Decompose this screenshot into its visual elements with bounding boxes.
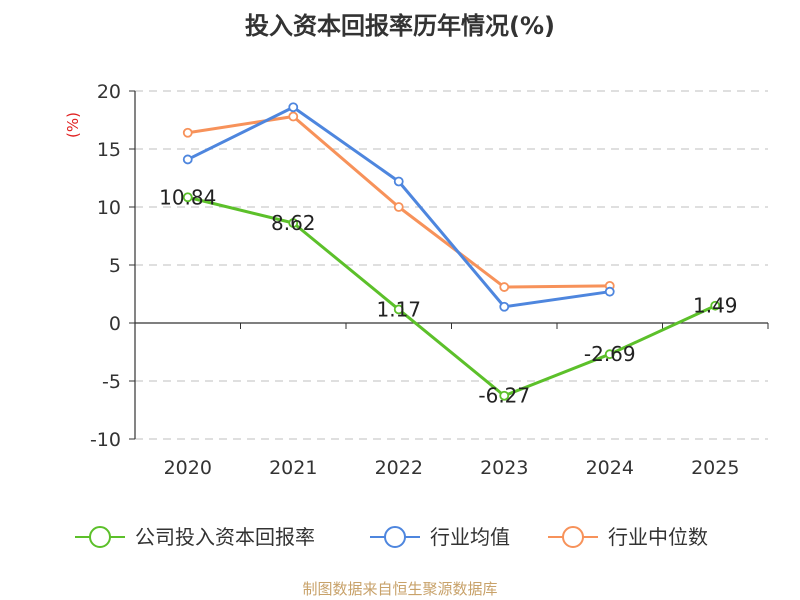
data-point: [604, 349, 615, 360]
data-point: [288, 218, 299, 228]
y-tick-label: 20: [97, 81, 121, 103]
y-tick-label: -5: [102, 371, 121, 393]
data-point: [288, 102, 299, 113]
legend-swatch-marker: [384, 526, 406, 548]
series-line-2: [187, 115, 610, 289]
data-point: [710, 300, 721, 311]
data-label: -2.69: [584, 342, 636, 366]
source-note: 制图数据来自恒生聚源数据库: [302, 580, 498, 598]
data-label: -6.27: [478, 384, 530, 408]
data-point: [288, 111, 299, 122]
y-tick-label: 5: [109, 255, 121, 277]
data-label: 8.62: [271, 211, 316, 235]
data-point: [604, 286, 615, 297]
data-labels: 10.84 8.62 1.17 -6.27 -2.69 1.49: [159, 185, 737, 407]
x-tick-label: 2020: [164, 457, 212, 479]
y-tick-label: -10: [90, 429, 121, 451]
legend-label: 公司投入资本回报率: [135, 525, 315, 549]
x-tick-label: 2024: [586, 457, 634, 479]
data-label: 10.84: [159, 185, 216, 209]
data-label: 1.49: [693, 294, 738, 318]
legend-swatch-marker: [89, 526, 111, 548]
chart-title: 投入资本回报率历年情况(%): [245, 12, 555, 40]
data-point: [182, 192, 193, 203]
x-tick-label: 2025: [691, 457, 739, 479]
axes: [129, 90, 769, 440]
x-tick-label: 2022: [375, 457, 423, 479]
legend-label: 行业均值: [430, 525, 510, 549]
data-point: [499, 390, 510, 401]
legend: 公司投入资本回报率 行业均值 行业中位数: [75, 525, 708, 549]
data-point: [499, 282, 510, 292]
grid-lines: [135, 90, 768, 440]
y-tick-label: 15: [97, 139, 121, 161]
y-tick-label: 0: [109, 313, 121, 335]
series-line-0: [187, 195, 716, 398]
x-tick-labels: 2020 2021 2022 2023 2024 2025: [164, 457, 740, 479]
data-label: 1.17: [376, 297, 421, 321]
data-point: [393, 202, 404, 212]
data-point: [393, 176, 404, 187]
y-axis-label: (%): [64, 112, 82, 138]
x-tick-label: 2021: [269, 457, 317, 479]
legend-label: 行业中位数: [608, 525, 708, 549]
series-lines: [182, 102, 721, 401]
data-point: [499, 301, 510, 312]
data-point: [182, 154, 193, 165]
x-tick-label: 2023: [480, 457, 528, 479]
legend-swatch-marker: [562, 526, 584, 548]
y-tick-labels: -10 -5 0 5 10 15 20: [90, 81, 121, 451]
y-tick-label: 10: [97, 197, 121, 219]
data-point: [182, 127, 193, 138]
data-point: [393, 304, 404, 315]
